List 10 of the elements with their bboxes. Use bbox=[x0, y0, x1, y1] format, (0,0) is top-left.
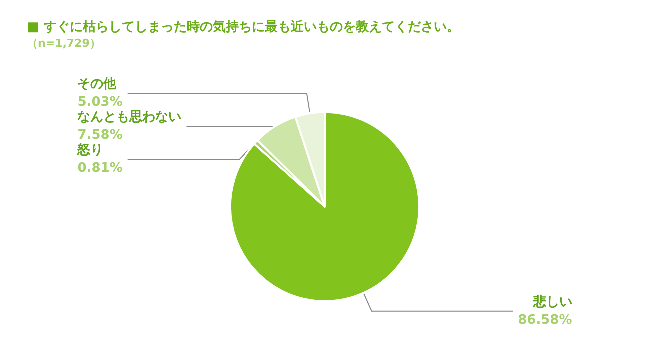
data-label: 5.03% bbox=[78, 95, 123, 110]
data-label: 7.58% bbox=[78, 128, 123, 144]
slice-label: なんとも思わない bbox=[78, 110, 182, 126]
chart-subtitle: （n=1,729） bbox=[27, 37, 101, 50]
slice-label: 悲しい bbox=[532, 294, 572, 310]
data-label: 86.58% bbox=[518, 312, 572, 328]
data-label: 0.81% bbox=[78, 161, 123, 176]
chart-title: ■ すぐに枯らしてしまった時の気持ちに最も近いものを教えてください。 bbox=[27, 19, 460, 35]
slice-label: 怒り bbox=[76, 143, 104, 158]
slice-label: その他 bbox=[78, 77, 118, 92]
